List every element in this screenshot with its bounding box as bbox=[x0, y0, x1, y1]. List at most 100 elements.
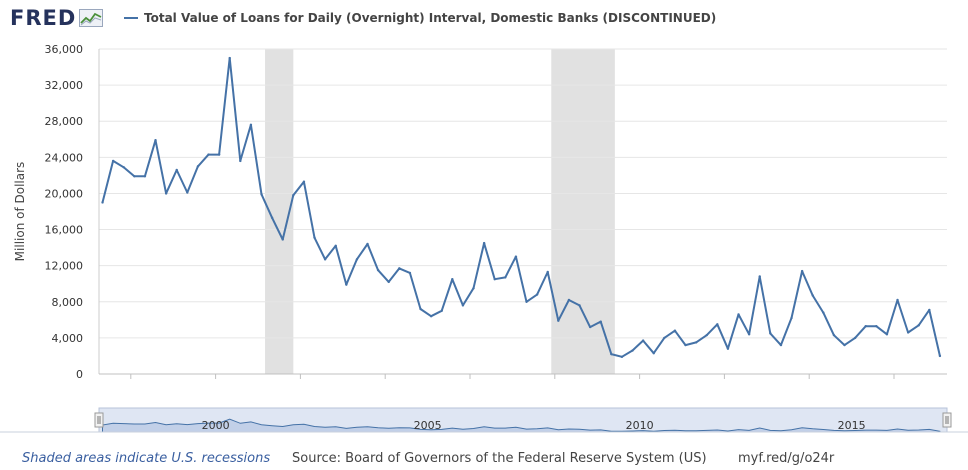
data-point bbox=[440, 309, 443, 313]
navigator-label: 2015 bbox=[838, 419, 866, 432]
header: FRED Total Value of Loans for Daily (Ove… bbox=[0, 0, 968, 40]
data-point bbox=[885, 333, 889, 336]
chart-icon bbox=[79, 9, 104, 27]
data-point bbox=[323, 258, 327, 261]
data-point bbox=[451, 278, 454, 281]
data-point bbox=[610, 352, 613, 356]
data-point bbox=[355, 258, 359, 261]
data-point bbox=[811, 294, 814, 297]
logo-text: FRED bbox=[10, 6, 77, 30]
data-point bbox=[557, 319, 560, 322]
data-point bbox=[652, 352, 655, 355]
data-point bbox=[790, 316, 793, 320]
data-point bbox=[726, 347, 730, 350]
navigator-series bbox=[102, 418, 941, 433]
data-point bbox=[853, 336, 857, 340]
data-point bbox=[588, 325, 592, 329]
y-tick-label: 16,000 bbox=[45, 224, 84, 237]
data-point bbox=[896, 298, 899, 302]
data-point bbox=[716, 323, 719, 326]
data-point bbox=[663, 336, 666, 340]
data-point bbox=[864, 324, 867, 328]
data-point bbox=[482, 241, 486, 245]
y-tick-label: 0 bbox=[76, 368, 83, 381]
navigator-handle-right[interactable] bbox=[942, 412, 952, 428]
data-point bbox=[207, 153, 210, 156]
data-point bbox=[906, 331, 910, 334]
data-point bbox=[917, 324, 920, 327]
data-point bbox=[705, 333, 708, 337]
data-point bbox=[260, 193, 263, 196]
x-tick-label: 2010 bbox=[626, 384, 654, 386]
chart-legend[interactable]: Total Value of Loans for Daily (Overnigh… bbox=[124, 11, 716, 25]
data-point bbox=[408, 271, 412, 275]
data-point bbox=[302, 180, 306, 183]
data-point bbox=[631, 349, 634, 352]
y-tick-label: 36,000 bbox=[45, 43, 84, 56]
data-point bbox=[461, 304, 465, 307]
data-point bbox=[313, 236, 316, 239]
data-point bbox=[429, 315, 433, 318]
data-point bbox=[217, 153, 221, 156]
data-point bbox=[239, 159, 242, 163]
data-point bbox=[567, 298, 571, 302]
x-tick-label: 2016 bbox=[880, 384, 908, 386]
range-navigator[interactable]: 2000 2005 2010 2015 bbox=[0, 404, 968, 444]
data-point bbox=[578, 304, 581, 307]
handle-body bbox=[942, 412, 952, 428]
x-tick-label: 2002 bbox=[286, 384, 314, 386]
fred-logo[interactable]: FRED bbox=[10, 6, 104, 30]
data-point bbox=[504, 276, 507, 279]
y-tick-label: 32,000 bbox=[45, 79, 84, 92]
data-point bbox=[111, 159, 115, 163]
x-tick-label: 2006 bbox=[456, 384, 484, 386]
data-point bbox=[196, 165, 200, 168]
y-tick-label: 4,000 bbox=[52, 332, 84, 345]
data-point bbox=[514, 255, 518, 258]
data-point bbox=[620, 355, 624, 359]
data-point bbox=[737, 313, 740, 316]
data-point bbox=[133, 175, 136, 178]
data-point bbox=[249, 123, 253, 127]
y-tick-label: 8,000 bbox=[52, 296, 84, 309]
data-point bbox=[832, 333, 836, 337]
data-point bbox=[376, 268, 380, 272]
data-point bbox=[684, 343, 687, 347]
data-point bbox=[535, 293, 539, 296]
recession-note: Shaded areas indicate U.S. recessions bbox=[22, 451, 271, 466]
x-tick-label: 2012 bbox=[710, 384, 738, 386]
data-point bbox=[822, 311, 825, 314]
data-point bbox=[779, 343, 783, 347]
source-text: Source: Board of Governors of the Federa… bbox=[292, 451, 707, 466]
data-point bbox=[281, 238, 284, 241]
data-point bbox=[270, 216, 274, 220]
navigator-handle-left[interactable] bbox=[94, 412, 104, 428]
data-point bbox=[758, 275, 761, 278]
data-point bbox=[164, 192, 168, 195]
data-point bbox=[525, 300, 528, 303]
y-tick-label: 28,000 bbox=[45, 115, 84, 128]
x-tick-label: 2000 bbox=[202, 384, 230, 386]
y-tick-label: 20,000 bbox=[45, 187, 84, 200]
x-tick-label: 2014 bbox=[795, 384, 823, 386]
x-tick-label: 1998 bbox=[117, 384, 145, 386]
data-point bbox=[334, 244, 337, 248]
data-point bbox=[641, 339, 645, 342]
footer: Shaded areas indicate U.S. recessions So… bbox=[0, 450, 968, 468]
recession-band bbox=[551, 49, 615, 374]
data-point bbox=[154, 138, 157, 142]
data-point bbox=[472, 287, 475, 290]
short-link[interactable]: myf.red/g/o24r bbox=[738, 451, 835, 466]
data-point bbox=[938, 354, 942, 358]
data-point bbox=[546, 270, 549, 274]
data-point bbox=[345, 283, 348, 286]
data-point bbox=[769, 332, 772, 335]
data-point bbox=[419, 307, 422, 311]
series-line bbox=[101, 57, 941, 358]
y-tick-label: 24,000 bbox=[45, 151, 84, 164]
data-point bbox=[228, 56, 231, 60]
navigator-label: 2000 bbox=[202, 419, 230, 432]
data-point bbox=[928, 308, 931, 312]
data-point bbox=[387, 280, 390, 284]
data-point bbox=[366, 242, 369, 246]
